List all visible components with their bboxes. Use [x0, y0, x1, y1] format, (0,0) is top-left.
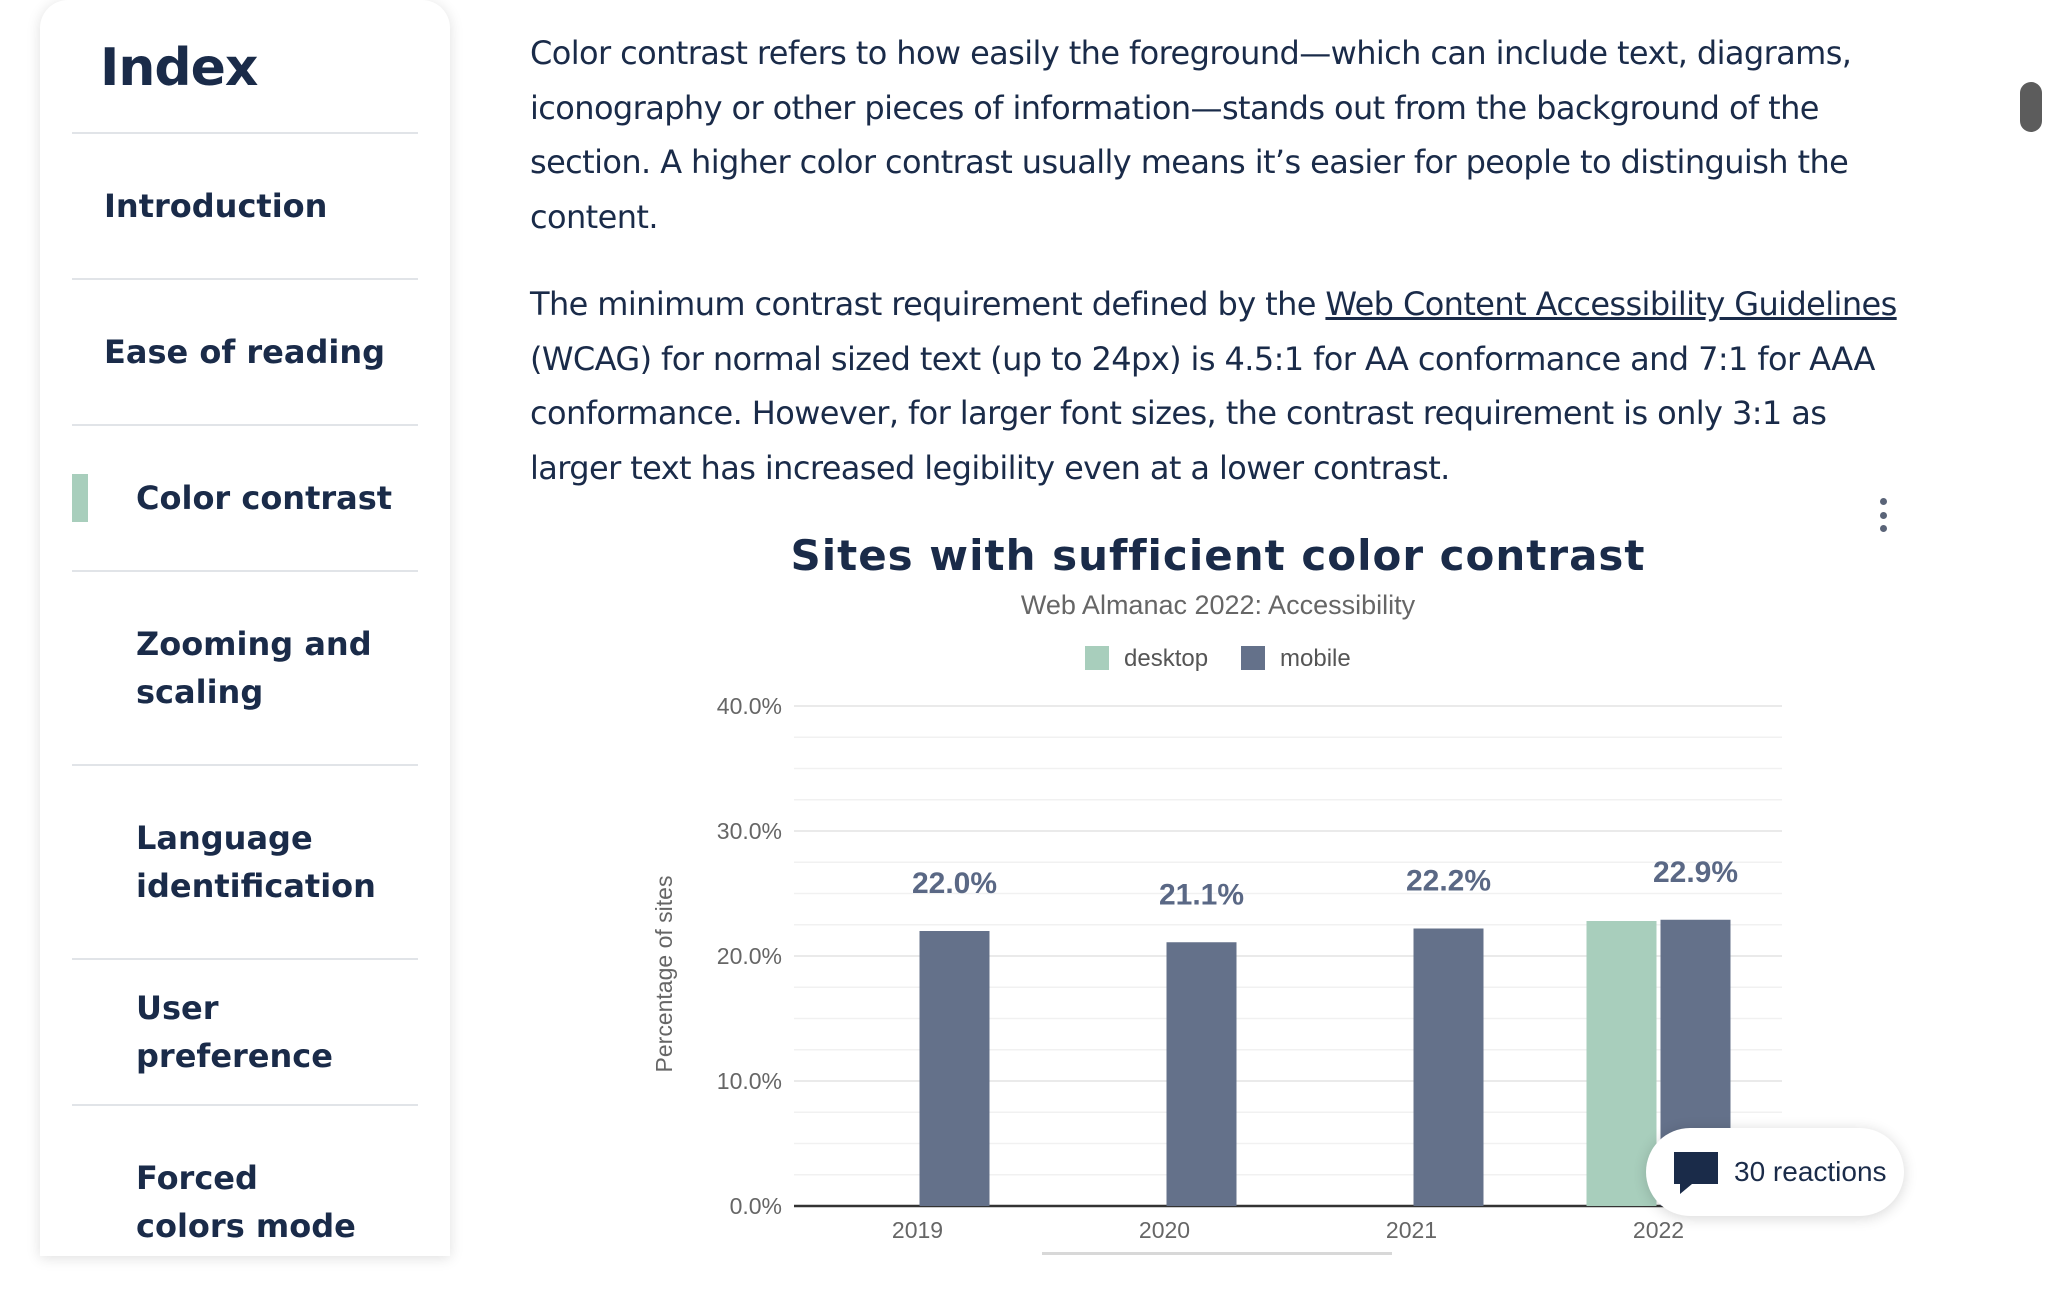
sidebar-item-label: Language identification — [136, 819, 376, 905]
x-tick-label: 2021 — [1386, 1217, 1437, 1243]
page-scrollbar-thumb[interactable] — [2020, 82, 2042, 132]
sidebar-item-label: Ease of reading — [104, 333, 386, 371]
sidebar-item-label: Zooming and scaling — [136, 625, 372, 711]
kebab-dot-icon — [1879, 525, 1887, 532]
y-tick-label: 20.0% — [717, 943, 782, 969]
article-body: Color contrast refers to how easily the … — [530, 26, 1910, 528]
bar-mobile-2021 — [1413, 928, 1484, 1206]
data-label: 22.9% — [1653, 856, 1738, 889]
reactions-button[interactable]: 30 reactions — [1646, 1128, 1904, 1216]
data-label: 22.2% — [1406, 865, 1491, 898]
sidebar-item-introduction[interactable]: Introduction — [72, 132, 418, 278]
legend-swatch-desktop — [1085, 646, 1109, 670]
sidebar-item-label: Forced colors mode — [136, 1159, 356, 1245]
sidebar-item-user-preference[interactable]: User preference — [72, 958, 418, 1104]
y-axis-label: Percentage of sites — [651, 876, 677, 1073]
bar-chart: Sites with sufficient color contrast Web … — [651, 531, 1782, 1243]
data-label: 21.1% — [1159, 878, 1244, 911]
reactions-label: 30 reactions — [1734, 1156, 1887, 1187]
kebab-dot-icon — [1879, 498, 1887, 505]
paragraph-text: The minimum contrast requirement defined… — [530, 285, 1326, 323]
x-tick-label: 2020 — [1139, 1217, 1190, 1243]
sidebar-item-label: Introduction — [104, 187, 328, 225]
sidebar-list: Introduction Ease of reading Color contr… — [72, 132, 418, 1298]
sidebar-item-forced-colors-mode[interactable]: Forced colors mode — [72, 1104, 418, 1298]
chart-bottom-divider — [1042, 1252, 1392, 1255]
bar-mobile-2019 — [919, 931, 990, 1206]
sidebar-item-color-contrast[interactable]: Color contrast — [72, 424, 418, 570]
paragraph-wcag: The minimum contrast requirement defined… — [530, 277, 1910, 495]
chart-menu-button[interactable] — [1868, 498, 1898, 532]
sidebar-item-label: User preference — [136, 989, 333, 1075]
y-tick-label: 10.0% — [717, 1068, 782, 1094]
paragraph-color-contrast: Color contrast refers to how easily the … — [530, 34, 1852, 236]
legend-label-mobile: mobile — [1280, 645, 1351, 672]
legend-label-desktop: desktop — [1124, 645, 1208, 672]
data-label: 22.0% — [912, 867, 997, 900]
y-tick-label: 40.0% — [717, 693, 782, 719]
sidebar-item-zooming-and-scaling[interactable]: Zooming and scaling — [72, 570, 418, 764]
legend-swatch-mobile — [1241, 646, 1265, 670]
wcag-link[interactable]: Web Content Accessibility Guidelines — [1325, 285, 1897, 323]
bar-mobile-2020 — [1166, 942, 1237, 1206]
bar-desktop-2022 — [1586, 921, 1657, 1206]
chart-subtitle: Web Almanac 2022: Accessibility — [1021, 590, 1416, 620]
index-sidebar: Index Introduction Ease of reading Color… — [40, 0, 450, 1256]
kebab-dot-icon — [1879, 511, 1887, 519]
comment-icon — [1674, 1152, 1718, 1194]
sidebar-item-language-identification[interactable]: Language identification — [72, 764, 418, 958]
active-item-marker — [72, 474, 88, 522]
sidebar-item-label: Color contrast — [136, 479, 393, 517]
y-tick-label: 0.0% — [730, 1193, 782, 1219]
y-tick-label: 30.0% — [717, 818, 782, 844]
sidebar-title: Index — [100, 38, 258, 98]
paragraph-text: (WCAG) for normal sized text (up to 24px… — [530, 339, 1875, 487]
x-tick-label: 2019 — [892, 1217, 943, 1243]
chart-title: Sites with sufficient color contrast — [790, 531, 1645, 580]
sidebar-item-ease-of-reading[interactable]: Ease of reading — [72, 278, 418, 424]
x-tick-label: 2022 — [1633, 1217, 1684, 1243]
